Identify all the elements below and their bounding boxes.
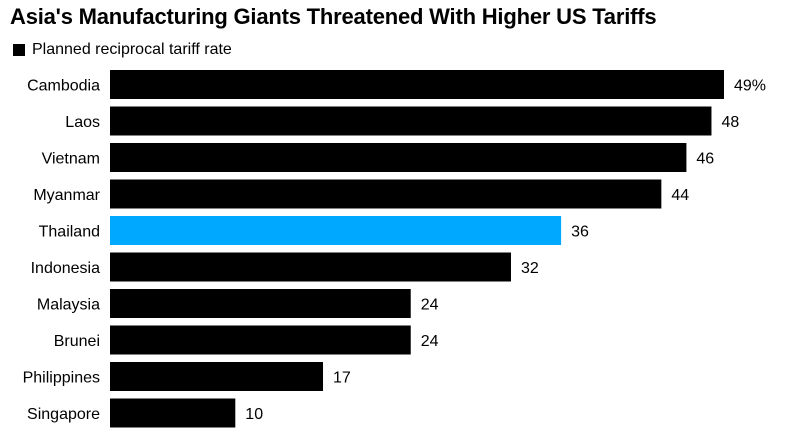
bar-singapore	[110, 398, 236, 428]
bar-brunei	[110, 325, 411, 355]
category-label: Singapore	[27, 406, 100, 423]
bar-cambodia	[110, 70, 724, 99]
value-label: 24	[421, 297, 439, 314]
bar-malaysia	[110, 289, 411, 318]
category-label: Cambodia	[27, 78, 100, 95]
category-label: Malaysia	[37, 297, 100, 314]
bar-indonesia	[110, 252, 511, 282]
value-label: 32	[521, 260, 539, 277]
legend-label: Planned reciprocal tariff rate	[32, 41, 232, 58]
category-label: Myanmar	[33, 187, 100, 204]
bar-laos	[110, 106, 712, 136]
value-label: 44	[671, 187, 689, 204]
bar-myanmar	[110, 179, 662, 209]
value-label: 10	[245, 406, 263, 423]
category-label: Indonesia	[31, 260, 100, 277]
value-label: 36	[571, 224, 589, 241]
category-label: Vietnam	[42, 151, 100, 168]
bar-thailand	[110, 216, 562, 245]
chart-title: Asia's Manufacturing Giants Threatened W…	[10, 4, 657, 29]
category-label: Thailand	[39, 224, 100, 241]
value-label: 46	[696, 151, 714, 168]
value-label: 48	[721, 114, 739, 131]
legend-swatch	[13, 44, 25, 56]
category-label: Brunei	[54, 333, 100, 350]
legend: Planned reciprocal tariff rate	[13, 41, 232, 59]
category-label: Philippines	[23, 370, 100, 387]
value-label: 17	[333, 370, 351, 387]
bar-philippines	[110, 362, 324, 391]
value-label: 24	[421, 333, 439, 350]
category-label: Laos	[65, 114, 100, 131]
value-label: 49%	[734, 78, 766, 95]
bar-vietnam	[110, 143, 687, 172]
